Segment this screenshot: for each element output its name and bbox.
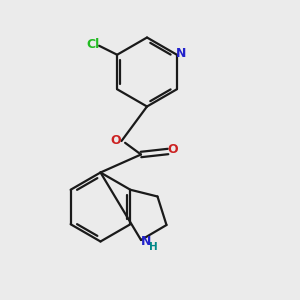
Text: Cl: Cl	[86, 38, 99, 51]
Text: O: O	[111, 134, 122, 147]
Text: O: O	[167, 143, 178, 156]
Text: N: N	[176, 47, 186, 60]
Text: H: H	[149, 242, 158, 252]
Text: N: N	[141, 235, 152, 248]
